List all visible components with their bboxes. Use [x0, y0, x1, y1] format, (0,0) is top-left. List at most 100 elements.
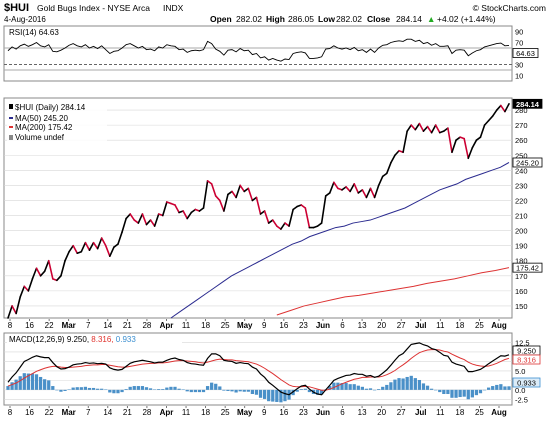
price-segment [271, 219, 278, 227]
price-segment [104, 244, 111, 258]
histogram-bar [63, 389, 67, 391]
x-tick-label: 25 [221, 408, 230, 417]
histogram-bar [104, 389, 108, 390]
price-segment [467, 146, 474, 160]
macd-line [7, 342, 510, 396]
price-segment [263, 210, 270, 224]
histogram-bar [91, 387, 96, 390]
price-segment [353, 183, 360, 194]
histogram-bar [368, 388, 373, 390]
price-segment [72, 244, 79, 255]
histogram-bar [10, 382, 14, 390]
price-segment [125, 213, 131, 220]
low-label: Low [318, 14, 335, 24]
histogram-bar [271, 389, 275, 402]
rsi-legend-bg [7, 27, 82, 37]
rsi-last-tag [512, 48, 539, 58]
price-legend-bg [7, 101, 107, 147]
x-tick-label: 27 [397, 408, 406, 417]
histogram-bar [279, 389, 283, 403]
signal-series [7, 349, 510, 391]
macd-histogram [6, 373, 511, 403]
histogram-bar [128, 386, 132, 390]
price-segment [422, 125, 429, 132]
price-segment [198, 207, 205, 212]
x-tick-label: 28 [142, 321, 151, 330]
rsi-frame [3, 25, 513, 82]
histogram-bar [148, 388, 153, 390]
legend-ma200: MA(200) 175.42 [15, 123, 73, 132]
price-tick-label: 260 [515, 136, 528, 145]
histogram-bar [230, 389, 234, 392]
histogram-bar [210, 382, 214, 390]
histogram-bar [38, 376, 43, 390]
price-tick-label: 210 [515, 212, 528, 221]
hist-tag-box [512, 377, 541, 388]
watermark: © StockCharts.com [473, 3, 546, 13]
price-segment [463, 137, 470, 160]
price-segment [369, 187, 376, 199]
histogram-bar [315, 389, 320, 395]
histogram-bar [108, 389, 112, 393]
price-segment [113, 243, 119, 248]
price-tick-label: 200 [515, 227, 528, 236]
x-tick-label: 9 [262, 321, 267, 330]
macd-series [7, 342, 510, 396]
x-tick-label: 8 [8, 408, 13, 417]
macd-panel: 12.510.07.55.02.50.0-2.5 9.250 8.316 0.9… [3, 332, 541, 406]
price-segment [292, 205, 298, 211]
macd-tick-label: 0.0 [515, 386, 525, 395]
price-segment [377, 175, 384, 187]
price-segment [324, 192, 331, 197]
price-tick-label: 270 [515, 121, 528, 130]
histogram-bar [47, 380, 51, 390]
histogram-bar [417, 379, 422, 390]
price-segment [227, 190, 233, 196]
histogram-bar [218, 386, 222, 390]
price-segment [149, 219, 156, 227]
histogram-bar [458, 389, 462, 398]
histogram-bar [132, 386, 136, 390]
price-segment [137, 213, 144, 224]
price-segment [410, 124, 417, 131]
price-segment [483, 119, 490, 126]
hist-tag: 0.933 [517, 379, 536, 388]
price-segment [390, 154, 396, 164]
price-segment [174, 204, 180, 214]
histogram-bar [144, 387, 149, 390]
x-tick-label: May [237, 321, 253, 330]
histogram-bar [83, 386, 88, 390]
histogram-bar [462, 389, 466, 397]
histogram-bar [320, 389, 324, 395]
price-segment [11, 305, 17, 315]
histogram-bar [491, 386, 495, 390]
price-segment [56, 275, 62, 282]
histogram-bar [409, 375, 413, 390]
price-segment [255, 196, 262, 215]
price-segment [316, 222, 323, 227]
x-tick-label: 13 [358, 321, 367, 330]
price-tag: 175.42 [516, 264, 539, 273]
price-segment [373, 184, 380, 199]
price-segment [430, 124, 437, 134]
x-tick-label: 7 [86, 321, 91, 330]
price-segment [121, 217, 127, 233]
price-segment [235, 184, 241, 199]
x-tick-label: 11 [182, 408, 191, 417]
price-segment [267, 219, 274, 224]
price-segment [68, 244, 74, 253]
histogram-bar [478, 389, 483, 394]
price-segment [190, 208, 197, 214]
price-tick-label: 250 [515, 151, 528, 160]
histogram-bar [470, 389, 474, 398]
macd-legend-value: 9.250, [67, 335, 89, 344]
rsi-tick-label: 70 [515, 39, 523, 48]
histogram-bar [34, 374, 39, 390]
x-tick-label: Jun [316, 408, 330, 417]
legend-swatch-price [9, 104, 13, 109]
macd-legend: MACD(12,26,9) 9.250, 8.316, 0.933 [9, 335, 136, 344]
price-series [7, 103, 510, 319]
histogram-bar [250, 389, 255, 395]
histogram-bar [474, 389, 479, 396]
